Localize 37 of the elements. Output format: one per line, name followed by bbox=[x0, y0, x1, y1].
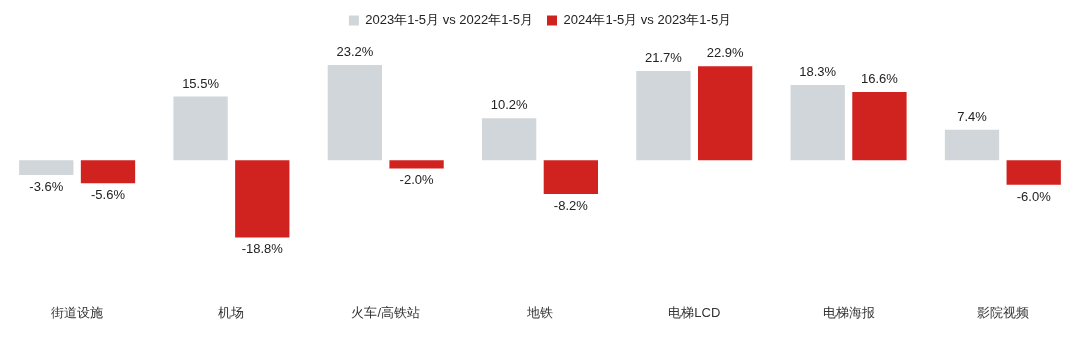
x-tick-label: 火车/高铁站 bbox=[351, 304, 421, 320]
bar bbox=[636, 71, 691, 161]
data-label: 15.5% bbox=[182, 75, 220, 91]
data-label: -18.8% bbox=[241, 241, 284, 257]
data-label: 23.2% bbox=[336, 44, 374, 59]
bar bbox=[481, 118, 537, 161]
x-tick-label: 影院视频 bbox=[976, 304, 1029, 320]
bar bbox=[852, 92, 907, 161]
x-tick-label: 街道设施 bbox=[51, 304, 104, 320]
bar bbox=[389, 160, 444, 169]
bar bbox=[697, 66, 753, 161]
bar bbox=[235, 160, 290, 238]
x-tick-label: 电梯海报 bbox=[822, 304, 875, 320]
bar bbox=[543, 160, 599, 194]
data-label: 18.3% bbox=[799, 64, 837, 80]
bar bbox=[80, 160, 136, 184]
data-label: -5.6% bbox=[91, 187, 126, 203]
x-tick-label: 地铁 bbox=[526, 304, 553, 320]
x-tick-label: 机场 bbox=[218, 304, 245, 320]
legend-label: 2023年1-5月 vs 2022年1-5月 bbox=[365, 12, 534, 28]
data-label: -6.0% bbox=[1016, 188, 1052, 204]
bar bbox=[19, 160, 74, 175]
legend-label: 2024年1-5月 vs 2023年1-5月 bbox=[563, 12, 732, 28]
x-tick-label: 电梯LCD bbox=[668, 304, 721, 320]
bar bbox=[327, 64, 383, 161]
data-label: 7.4% bbox=[957, 108, 988, 124]
bar bbox=[1006, 160, 1061, 185]
bar bbox=[790, 85, 845, 161]
bar bbox=[944, 129, 1000, 161]
bar bbox=[173, 96, 228, 161]
data-label: -2.0% bbox=[399, 172, 434, 188]
data-label: 21.7% bbox=[644, 50, 683, 66]
data-label: 22.9% bbox=[706, 45, 745, 61]
data-label: -3.6% bbox=[29, 179, 64, 195]
data-label: -8.2% bbox=[553, 197, 589, 213]
data-label: 16.6% bbox=[860, 71, 899, 87]
data-label: 10.2% bbox=[490, 97, 529, 113]
